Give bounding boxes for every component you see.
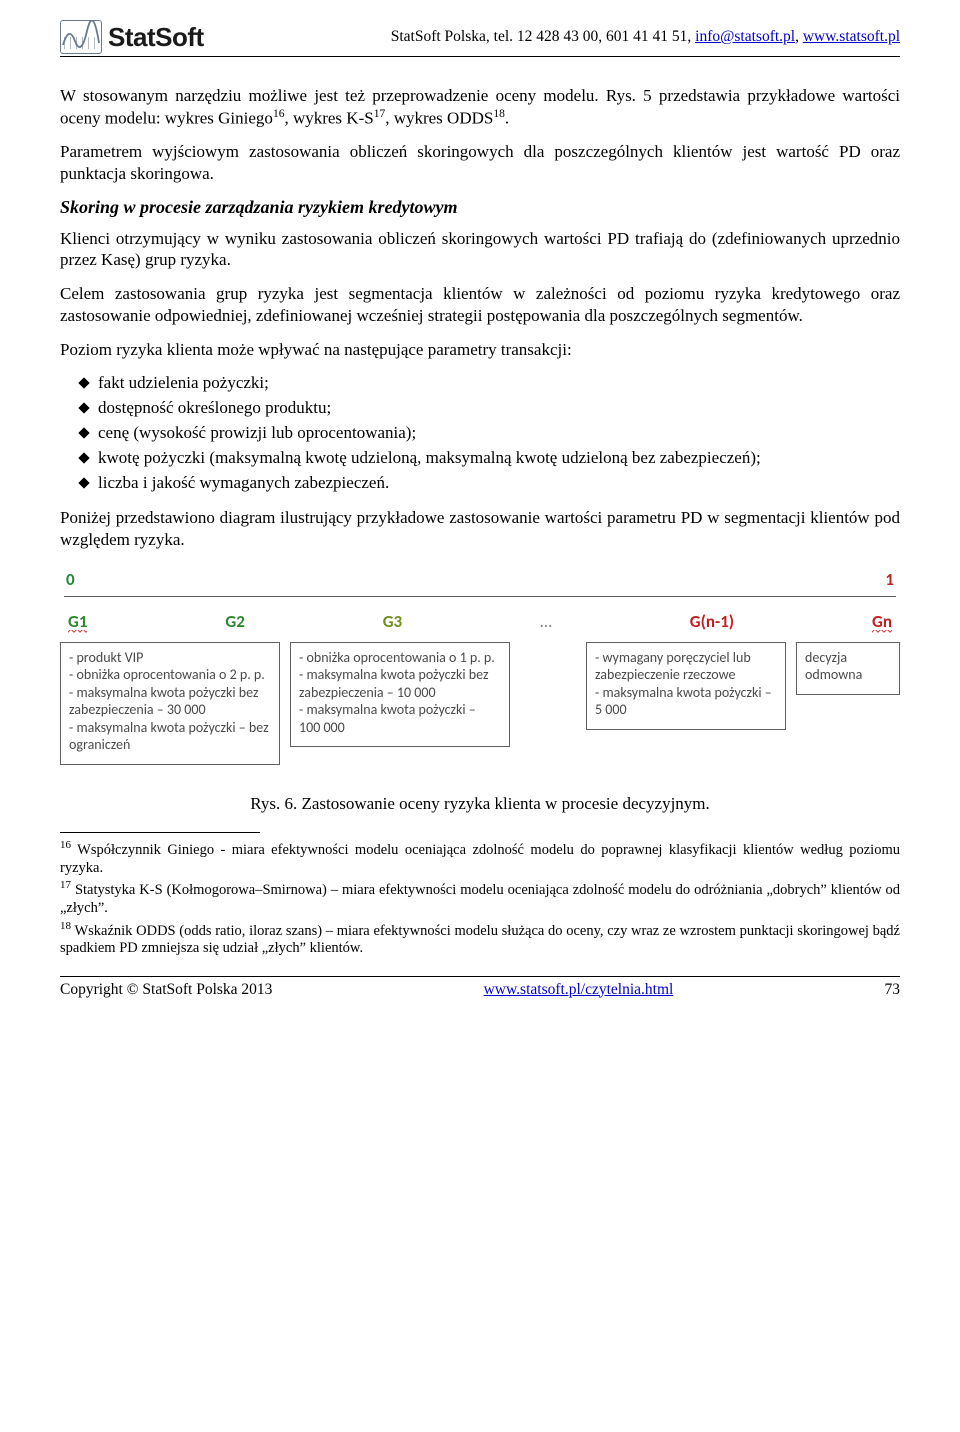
section-heading: Skoring w procesie zarządzania ryzykiem …: [60, 197, 900, 218]
footer-page-number: 73: [885, 981, 901, 999]
paragraph-5: Poziom ryzyka klienta może wpływać na na…: [60, 339, 900, 361]
footer-copyright: Copyright © StatSoft Polska 2013: [60, 981, 272, 999]
paragraph-intro: W stosowanym narzędziu możliwe jest też …: [60, 85, 900, 129]
group-gn1: G(n-1): [690, 611, 734, 632]
paragraph-2: Parametrem wyjściowym zastosowania oblic…: [60, 141, 900, 185]
list-item: dostępność określonego produktu;: [80, 397, 900, 420]
p1b: , wykres K-S: [284, 108, 373, 127]
bullet-list: fakt udzielenia pożyczki; dostępność okr…: [60, 372, 900, 495]
fn16-text: Współczynnik Giniego - miara efektywnośc…: [60, 842, 900, 876]
header-email-link[interactable]: info@statsoft.pl: [695, 28, 795, 45]
fn18-text: Wskaźnik ODDS (odds ratio, iloraz szans)…: [60, 922, 900, 956]
page-header: StatSoft StatSoft Polska, tel. 12 428 43…: [60, 20, 900, 57]
footnote-16: 16 Współczynnik Giniego - miara efektywn…: [60, 839, 900, 877]
pd-scale: 0 1: [60, 569, 900, 590]
fnref-18: 18: [493, 108, 505, 120]
p1d: .: [505, 108, 509, 127]
decision-box-g1: - produkt VIP- obniżka oprocentowania o …: [60, 642, 280, 765]
decision-box-gn1: - wymagany poręczyciel lub zabezpieczeni…: [586, 642, 786, 730]
page-footer: Copyright © StatSoft Polska 2013 www.sta…: [60, 976, 900, 999]
footer-link[interactable]: www.statsoft.pl/czytelnia.html: [484, 981, 674, 998]
list-item: cenę (wysokość prowizji lub oprocentowan…: [80, 422, 900, 445]
footnote-17: 17 Statystyka K-S (Kołmogorowa–Smirnowa)…: [60, 879, 900, 917]
boxes-row: - produkt VIP- obniżka oprocentowania o …: [60, 642, 900, 765]
header-site-link[interactable]: www.statsoft.pl: [803, 28, 900, 45]
fnref-16: 16: [273, 108, 285, 120]
statsoft-logo: StatSoft: [60, 20, 204, 54]
logo-graph-icon: [60, 20, 102, 54]
risk-diagram: 0 1 G1 G2 G3 … G(n-1) Gn - produkt VIP- …: [60, 569, 900, 765]
fnref-17: 17: [374, 108, 386, 120]
group-gn: Gn: [872, 611, 892, 636]
p1c: , wykres ODDS: [385, 108, 493, 127]
group-g3: G3: [383, 611, 402, 632]
group-g2: G2: [225, 611, 244, 632]
contact-sep: ,: [795, 28, 803, 45]
paragraph-3: Klienci otrzymujący w wyniku zastosowani…: [60, 228, 900, 272]
scale-low: 0: [66, 569, 75, 590]
group-dots: …: [540, 611, 552, 632]
list-item: kwotę pożyczki (maksymalną kwotę udzielo…: [80, 447, 900, 470]
header-contact: StatSoft Polska, tel. 12 428 43 00, 601 …: [391, 28, 900, 46]
logo-text: StatSoft: [108, 22, 204, 53]
group-g1: G1: [68, 611, 87, 636]
paragraph-6: Poniżej przedstawiono diagram ilustrując…: [60, 507, 900, 551]
decision-box-g2: - obniżka oprocentowania o 1 p. p.- maks…: [290, 642, 510, 748]
list-item: liczba i jakość wymaganych zabezpieczeń.: [80, 472, 900, 495]
footnote-18: 18 Wskaźnik ODDS (odds ratio, iloraz sza…: [60, 920, 900, 958]
contact-text: StatSoft Polska, tel. 12 428 43 00, 601 …: [391, 28, 695, 45]
scale-high: 1: [885, 569, 894, 590]
list-item: fakt udzielenia pożyczki;: [80, 372, 900, 395]
paragraph-4: Celem zastosowania grup ryzyka jest segm…: [60, 283, 900, 327]
figure-caption: Rys. 6. Zastosowanie oceny ryzyka klient…: [60, 793, 900, 815]
groups-row: G1 G2 G3 … G(n-1) Gn: [60, 611, 900, 636]
scale-line: [64, 596, 896, 597]
fn17-text: Statystyka K-S (Kołmogorowa–Smirnowa) – …: [60, 882, 900, 916]
decision-box-gn: decyzja odmowna: [796, 642, 900, 695]
footnote-separator: [60, 832, 260, 833]
